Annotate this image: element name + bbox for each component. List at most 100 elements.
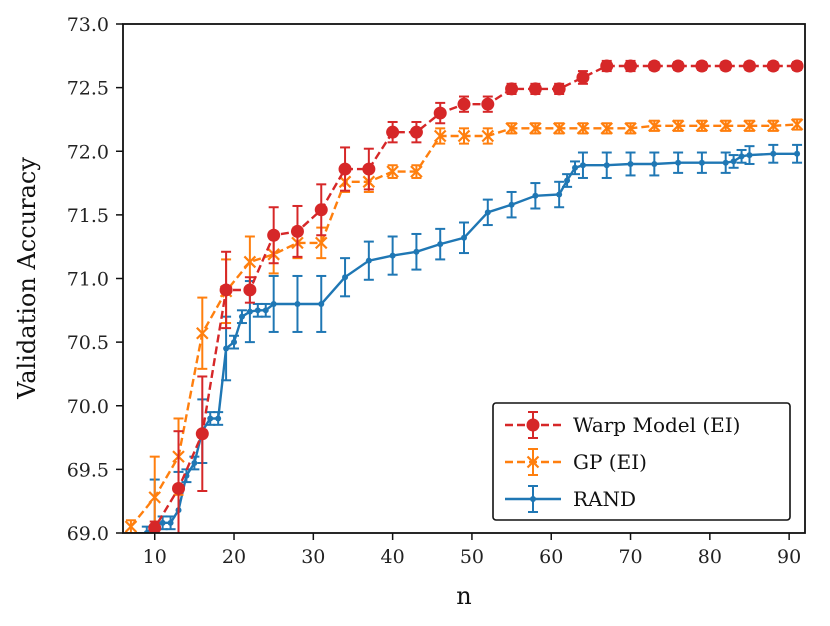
data-point (481, 129, 495, 143)
data-point (484, 209, 491, 216)
x-tick-label: 10 (143, 546, 167, 568)
data-point (148, 491, 161, 504)
legend-label: RAND (573, 487, 636, 511)
data-point (671, 59, 685, 73)
data-point-stroke (529, 122, 542, 135)
data-point (124, 539, 137, 552)
y-axis-title: Validation Accuracy (13, 157, 41, 400)
data-point (746, 152, 753, 159)
y-tick-label: 69.5 (67, 459, 109, 481)
data-point (461, 234, 467, 241)
y-tick-label: 72.5 (67, 78, 109, 100)
data-point (624, 122, 637, 135)
data-point (314, 203, 328, 217)
data-point (243, 255, 257, 269)
data-point (651, 160, 658, 167)
x-tick-label: 50 (460, 546, 484, 568)
data-point-stroke (243, 255, 257, 269)
data-point (290, 224, 304, 238)
data-point (722, 159, 729, 166)
data-point (243, 283, 257, 297)
data-point (124, 520, 138, 533)
y-tick-label: 72.0 (67, 141, 109, 163)
data-point (719, 119, 732, 133)
x-tick-label: 70 (618, 546, 642, 568)
data-point (294, 300, 301, 307)
x-tick-label: 60 (539, 546, 563, 568)
y-tick-label: 71.5 (67, 205, 109, 227)
data-point (219, 283, 233, 297)
data-point (195, 427, 209, 441)
data-point (508, 201, 515, 208)
data-point (552, 122, 566, 135)
data-point (505, 82, 519, 96)
data-point (572, 164, 579, 171)
data-point (794, 150, 801, 157)
data-point-stroke (576, 122, 590, 135)
data-point (409, 125, 423, 139)
legend: Warp Model (EI) GP (EI) RAND (492, 402, 791, 521)
data-point (457, 129, 471, 143)
x-tick-label: 80 (698, 546, 722, 568)
data-point-stroke (600, 122, 614, 135)
data-point (767, 119, 780, 133)
data-point (766, 59, 780, 73)
series-layer (124, 59, 804, 552)
data-point (457, 97, 471, 111)
data-point (600, 59, 614, 73)
y-tick-label: 71.0 (67, 269, 109, 291)
data-point-stroke (410, 165, 423, 178)
data-point (600, 122, 614, 135)
data-point (231, 339, 238, 346)
data-point (579, 162, 586, 169)
data-point (136, 536, 142, 542)
x-axis: 10 20 30 40 50 60 70 80 90 (143, 533, 801, 568)
data-point-stroke (767, 119, 780, 133)
y-tick-label: 73.0 (67, 14, 109, 36)
data-point (671, 119, 685, 133)
data-point (552, 82, 566, 96)
data-point (532, 192, 539, 199)
data-point (603, 162, 610, 169)
data-point (698, 159, 705, 166)
data-point (675, 159, 682, 166)
data-point (730, 158, 737, 165)
data-point (223, 345, 230, 352)
data-point (413, 248, 420, 255)
data-point (191, 460, 198, 467)
data-point (207, 415, 214, 422)
data-point (481, 97, 495, 111)
data-point (262, 307, 269, 314)
data-point (743, 119, 756, 133)
y-tick-label: 70.5 (67, 332, 109, 354)
legend-box (492, 402, 791, 521)
data-point-stroke (481, 129, 495, 143)
data-point (172, 481, 186, 495)
y-tick-label: 70.0 (67, 396, 109, 418)
data-point (128, 543, 134, 549)
data-point (528, 82, 542, 96)
data-point (433, 106, 447, 120)
data-point-stroke (433, 129, 447, 143)
x-tick-label: 40 (381, 546, 405, 568)
data-point (148, 521, 162, 533)
data-point (196, 326, 209, 340)
data-point (576, 122, 590, 135)
data-point-stroke (148, 491, 161, 504)
data-point-stroke (457, 129, 471, 143)
data-point (267, 228, 281, 242)
data-point (576, 70, 590, 84)
data-point (433, 129, 447, 143)
y-axis: 69.0 69.5 70.0 70.5 71.0 71.5 72.0 72.5 73.0 (67, 14, 123, 545)
data-point (386, 165, 399, 178)
data-point (647, 59, 661, 73)
data-point-stroke (648, 119, 661, 133)
data-point-stroke (695, 119, 709, 133)
data-point (318, 300, 325, 307)
data-point (556, 191, 563, 198)
legend-label: Warp Model (EI) (573, 413, 740, 437)
data-point (719, 59, 733, 73)
x-tick-label: 20 (222, 546, 246, 568)
legend-marker (526, 455, 540, 469)
